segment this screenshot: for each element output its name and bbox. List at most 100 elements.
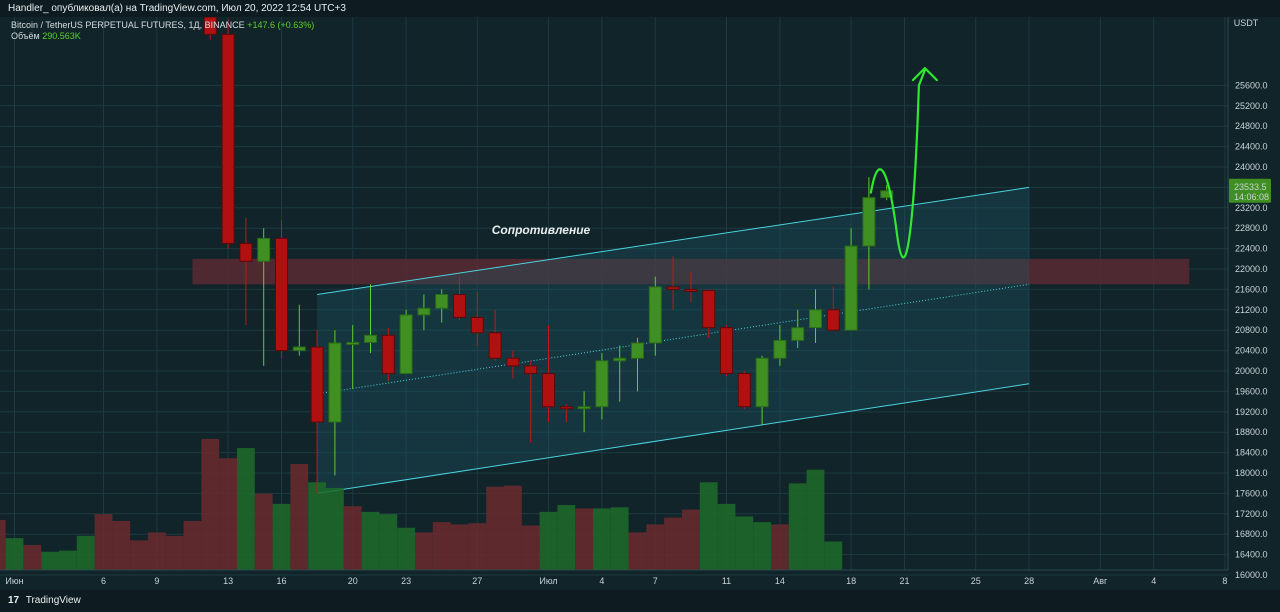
date-tick-label: 23 bbox=[401, 576, 411, 586]
candle-body bbox=[720, 327, 733, 375]
candle-body bbox=[381, 334, 395, 375]
price-tick-label: 17600.0 bbox=[1235, 488, 1268, 498]
volume-bar bbox=[593, 508, 611, 570]
price-tick-label: 20800.0 bbox=[1235, 325, 1268, 335]
volume-bar bbox=[504, 485, 522, 570]
price-tick-label: 22000.0 bbox=[1235, 264, 1268, 274]
volume-bar bbox=[806, 469, 825, 570]
price-chart[interactable]: USDT15600.016000.016400.016800.017200.01… bbox=[0, 17, 1280, 590]
volume-bar bbox=[130, 540, 148, 570]
candle-body bbox=[862, 197, 876, 247]
volume-label: Объём bbox=[11, 31, 40, 41]
date-tick-label: 4 bbox=[599, 576, 604, 586]
volume-bar bbox=[717, 503, 736, 570]
date-tick-label: 14 bbox=[775, 576, 785, 586]
tradingview-logo-icon[interactable]: 17 bbox=[8, 595, 20, 606]
time-axis[interactable]: Июн 6 9 13 16 20 23 27 Июл 4 7 11 14 18 21 25 28 Авг 4 8 bbox=[0, 569, 1228, 586]
volume-bar bbox=[664, 517, 682, 570]
forecast-arrowhead bbox=[911, 67, 938, 82]
candle-body bbox=[435, 294, 449, 309]
volume-bar bbox=[646, 524, 665, 570]
volume-bar bbox=[788, 483, 807, 570]
symbol-name[interactable]: Bitcoin / TetherUS PERPETUAL FUTURES, 1Д… bbox=[11, 20, 245, 30]
candle-body bbox=[684, 288, 698, 292]
volume-bar bbox=[735, 516, 754, 570]
date-tick-label: Авг bbox=[1093, 576, 1108, 586]
volume-bar bbox=[432, 522, 451, 570]
price-tick-label: 18400.0 bbox=[1235, 448, 1268, 458]
candle-body bbox=[524, 365, 538, 375]
price-tick-label: 24800.0 bbox=[1235, 121, 1268, 131]
price-tick-label: 22800.0 bbox=[1235, 223, 1268, 233]
volume-bar bbox=[628, 532, 647, 570]
candle-body bbox=[880, 190, 894, 199]
volume-bar bbox=[94, 514, 113, 570]
symbol-legend: Bitcoin / TetherUS PERPETUAL FUTURES, 1Д… bbox=[11, 20, 314, 42]
volume-bar bbox=[0, 519, 6, 570]
date-tick-label: 16 bbox=[276, 576, 286, 586]
candle-body bbox=[417, 307, 431, 316]
date-tick-label: 20 bbox=[348, 576, 358, 586]
candle-body bbox=[221, 33, 235, 245]
brand-name[interactable]: TradingView bbox=[25, 595, 81, 606]
candle-body bbox=[559, 406, 573, 410]
volume-bar bbox=[575, 508, 593, 570]
price-tick-label: 16400.0 bbox=[1235, 550, 1268, 560]
candlesticks bbox=[203, 17, 894, 494]
price-axis[interactable]: USDT15600.016000.016400.016800.017200.01… bbox=[1227, 17, 1271, 590]
last-price-badge bbox=[1229, 178, 1271, 203]
volume-bar bbox=[682, 509, 700, 570]
volume-bar bbox=[308, 482, 326, 570]
volume-value: 290.563K bbox=[42, 31, 81, 41]
price-tick-label: 20000.0 bbox=[1235, 366, 1268, 376]
date-tick-label: 4 bbox=[1151, 576, 1156, 586]
volume-bar bbox=[165, 535, 184, 570]
candle-body bbox=[648, 286, 662, 344]
candle-body bbox=[488, 332, 502, 359]
candle-body bbox=[203, 17, 217, 35]
candle-body bbox=[470, 316, 484, 334]
date-tick-label: 27 bbox=[472, 576, 482, 586]
volume-bar bbox=[753, 522, 771, 570]
volume-bar bbox=[486, 486, 504, 570]
price-tick-label: 25600.0 bbox=[1235, 80, 1268, 90]
volume-bar bbox=[59, 550, 77, 570]
candle-body bbox=[577, 406, 591, 410]
candle-body bbox=[773, 339, 787, 359]
candle-body bbox=[737, 373, 751, 408]
candle-body bbox=[702, 289, 716, 329]
forecast-arrow bbox=[869, 67, 938, 259]
volume-bar bbox=[379, 514, 398, 570]
resistance-label: Сопротивление bbox=[492, 223, 591, 237]
volume-bar bbox=[290, 463, 309, 570]
volume-bar bbox=[824, 541, 843, 570]
volume-bar bbox=[272, 503, 291, 570]
channel-middle-line bbox=[317, 283, 1030, 395]
volume-bar bbox=[183, 520, 202, 570]
price-tick-label: 21200.0 bbox=[1235, 305, 1268, 315]
candle-body bbox=[755, 357, 769, 408]
price-tick-label: 25200.0 bbox=[1235, 101, 1268, 111]
candle-body bbox=[257, 237, 271, 262]
date-tick-label: 25 bbox=[971, 576, 981, 586]
volume-bar bbox=[201, 438, 220, 570]
date-tick-label: 9 bbox=[154, 576, 159, 586]
date-tick-label: Июл bbox=[539, 576, 557, 586]
footer: 17 TradingView bbox=[0, 590, 1280, 612]
candle-body bbox=[542, 373, 555, 408]
candle-body bbox=[791, 327, 805, 341]
price-tick-label: 24000.0 bbox=[1235, 162, 1268, 172]
price-tick-label: 16000.0 bbox=[1235, 570, 1268, 580]
currency-label: USDT bbox=[1234, 18, 1259, 28]
publisher-header-text: Handler_ опубликовал(а) на TradingView.c… bbox=[8, 3, 346, 14]
volume-bar bbox=[610, 507, 629, 570]
volume-bar bbox=[148, 532, 166, 570]
candle-body bbox=[364, 334, 377, 343]
candle-body bbox=[292, 346, 306, 352]
candle-body bbox=[399, 314, 413, 375]
volume-bar bbox=[771, 524, 789, 570]
candle-body bbox=[809, 309, 822, 329]
volume-bar bbox=[468, 523, 487, 570]
price-tick-label: 17200.0 bbox=[1235, 509, 1268, 519]
price-tick-label: 21600.0 bbox=[1235, 284, 1268, 294]
